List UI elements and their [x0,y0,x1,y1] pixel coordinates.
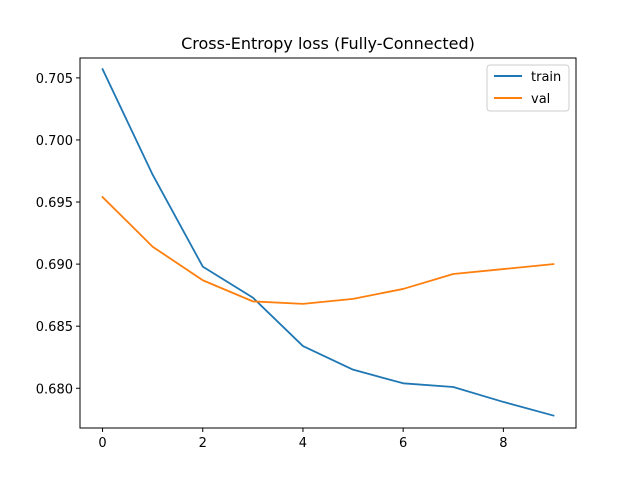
plot-frame [79,57,577,429]
plot-area: 0 2 4 6 8 0.680 0.685 0.690 0.695 0.700 0.705 [36,57,577,451]
y-tick-label: 0.680 [36,382,73,397]
legend: train val [486,64,570,112]
series-line-val [101,195,555,305]
series-layer [101,67,555,417]
series-line-train [101,67,555,417]
y-tick-label: 0.685 [36,320,73,335]
y-axis: 0.680 0.685 0.690 0.695 0.700 0.705 [36,72,80,397]
x-tick-label: 2 [199,436,207,451]
y-tick-label: 0.690 [36,258,73,273]
legend-label-val: val [531,92,550,107]
y-tick-label: 0.705 [36,72,73,87]
x-tick-label: 6 [399,436,407,451]
x-tick-label: 0 [98,436,106,451]
legend-label-train: train [531,70,561,85]
x-tick-label: 8 [499,436,507,451]
x-axis: 0 2 4 6 8 [98,428,507,451]
x-tick-label: 4 [299,436,307,451]
y-tick-label: 0.695 [36,196,73,211]
chart-title: Cross-Entropy loss (Fully-Connected) [181,34,475,53]
y-tick-label: 0.700 [36,134,73,149]
